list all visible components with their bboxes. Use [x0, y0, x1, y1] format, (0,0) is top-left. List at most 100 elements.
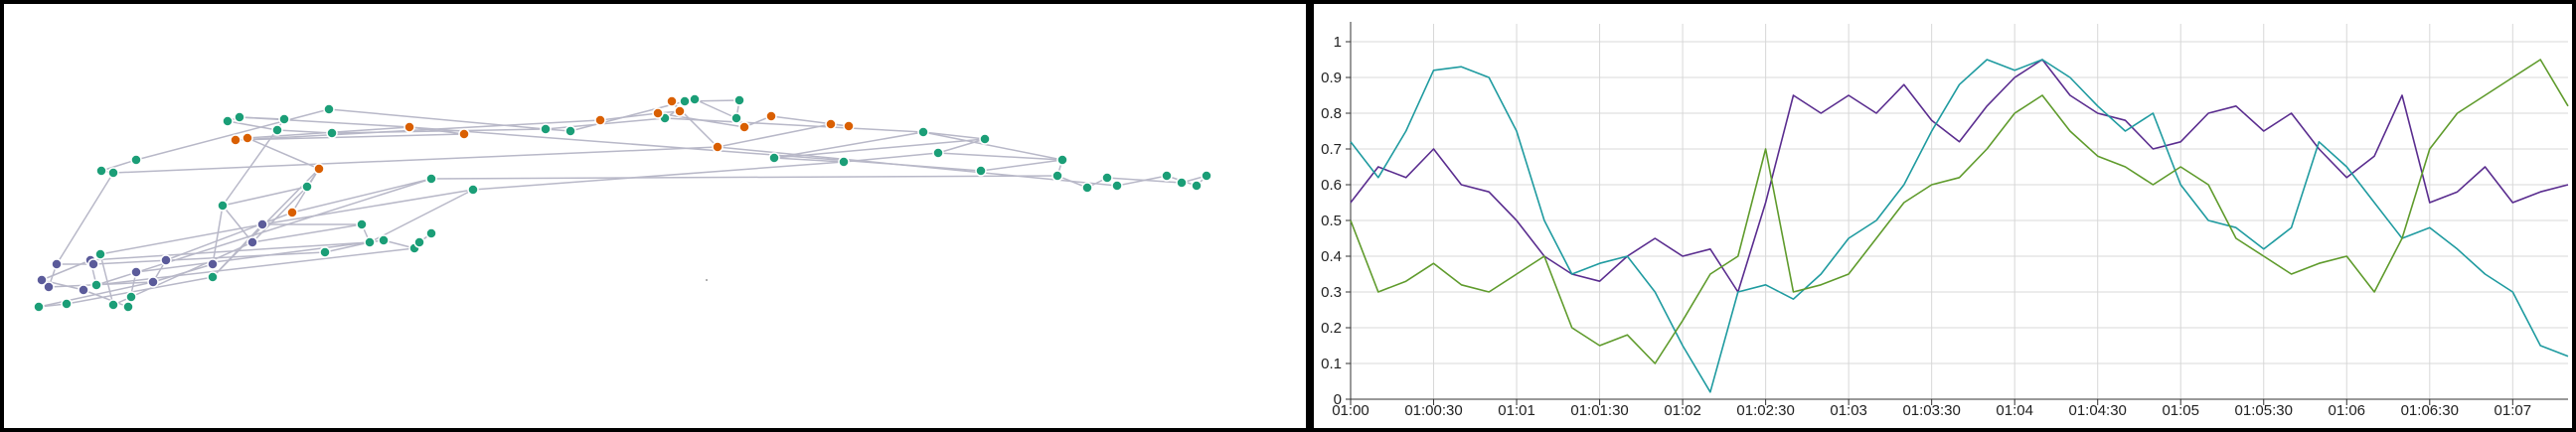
graph-node-orange: [825, 118, 837, 130]
graph-node-green: [1101, 172, 1113, 184]
graph-node-purple: [43, 281, 55, 293]
y-tick-label: 0.1: [1321, 356, 1342, 372]
graph-edge: [545, 117, 666, 130]
graph-node-green: [1056, 154, 1068, 166]
graph-node-orange: [313, 163, 325, 175]
graph-node-green: [107, 167, 119, 179]
graph-node-green: [733, 94, 745, 106]
graph-edge: [251, 186, 308, 243]
graph-node-green: [90, 279, 102, 291]
graph-node-orange: [594, 114, 606, 126]
graph-edge: [694, 98, 737, 119]
graph-node-green: [838, 156, 850, 168]
y-tick-label: 0.4: [1321, 248, 1342, 265]
graph-edge: [1116, 175, 1168, 187]
graph-edge: [222, 186, 308, 207]
graph-node-green: [1201, 170, 1212, 182]
graph-node-purple: [246, 236, 258, 248]
graph-edge: [92, 251, 326, 265]
graph-node-green: [33, 301, 45, 313]
x-tick-label: 01:04: [1996, 402, 2033, 419]
graph-node-green: [217, 200, 229, 212]
graph-node-green: [125, 291, 137, 303]
x-tick-label: 01:07: [2495, 402, 2532, 419]
series-line-3: [1350, 59, 2569, 364]
graph-node-green: [975, 165, 987, 177]
timeseries-chart: 0 0.1 0.2 0.3 0.4 0.5 0.6 0.7 0.8 0.9 1 01:00 01:00:…: [1321, 22, 2569, 419]
timeseries-chart-panel: 0 0.1 0.2 0.3 0.4 0.5 0.6 0.7 0.8 0.9 1 01:00 01:00:…: [1314, 4, 2572, 428]
graph-node-purple: [130, 266, 142, 278]
x-tick-label: 01:03:30: [1902, 402, 1960, 419]
graph-node-orange: [230, 134, 242, 146]
graph-node-orange: [458, 128, 470, 140]
graph-node-green: [301, 181, 313, 193]
graph-node-green: [130, 154, 142, 166]
graph-edge: [239, 116, 410, 128]
graph-edge: [82, 289, 129, 308]
x-tick-label: 01:00: [1332, 402, 1369, 419]
graph-edge: [246, 137, 320, 170]
graph-node-orange: [712, 141, 724, 153]
node-group: [33, 93, 1212, 313]
y-tick-label: 0.8: [1321, 105, 1342, 122]
graph-edge: [773, 157, 845, 163]
x-tick-label: 01:06: [2328, 402, 2365, 419]
y-tick-label: 0.7: [1321, 141, 1342, 158]
x-tick-label: 01:01:30: [1570, 402, 1628, 419]
y-tick-label: 0.3: [1321, 284, 1342, 301]
graph-edge: [135, 108, 330, 161]
graph-edge: [472, 161, 845, 191]
x-tick-label: 01:01: [1498, 402, 1535, 419]
graph-node-green: [679, 95, 691, 107]
series-line-1: [1350, 59, 2569, 293]
x-tick-label: 01:05:30: [2235, 402, 2293, 419]
graph-node-green: [1176, 177, 1188, 189]
graph-edge: [717, 123, 832, 148]
x-tick-label: 01:06:30: [2401, 402, 2459, 419]
graph-edge: [222, 205, 253, 243]
graph-edge: [235, 133, 465, 141]
graph-edge: [95, 178, 432, 286]
graph-edge: [99, 223, 263, 255]
graph-edge: [152, 263, 214, 283]
graph-node-orange: [843, 120, 855, 132]
graph-edge: [251, 223, 363, 243]
graph-node-orange: [242, 132, 253, 144]
graph-node-orange: [765, 110, 777, 122]
y-tick-label: 0: [1334, 391, 1342, 408]
graph-node-purple: [207, 258, 219, 270]
graph-node-green: [378, 234, 390, 246]
graph-node-green: [413, 236, 425, 248]
graph-node-green: [95, 165, 107, 177]
graph-node-purple: [147, 276, 159, 288]
graph-node-purple: [51, 258, 63, 270]
graph-node-green: [689, 93, 701, 105]
graph-node-green: [768, 152, 780, 164]
x-tick-label: 01:02:30: [1736, 402, 1794, 419]
graph-node-green: [425, 227, 437, 239]
network-graph-panel: [4, 4, 1306, 428]
graph-edge: [89, 241, 371, 261]
graph-edge: [922, 131, 1063, 161]
graph-node-green: [1191, 180, 1203, 192]
graph-node-green: [61, 298, 73, 310]
network-graph: [33, 93, 1212, 313]
graph-edge: [235, 119, 601, 141]
graph-node-orange: [674, 105, 686, 117]
graph-node-green: [932, 147, 944, 159]
x-tick-label: 01:00:30: [1404, 402, 1462, 419]
graph-node-green: [122, 301, 134, 313]
y-tick-label: 0.2: [1321, 320, 1342, 337]
graph-node-purple: [36, 274, 48, 286]
graph-edge: [112, 146, 719, 174]
graph-edge: [922, 131, 986, 140]
y-tick-label: 0.9: [1321, 70, 1342, 86]
graph-node-green: [234, 111, 245, 123]
graph-node-orange: [652, 107, 664, 119]
graph-node-green: [1161, 170, 1173, 182]
graph-edge: [38, 281, 154, 308]
graph-node-green: [564, 125, 576, 137]
graph-edge: [657, 112, 745, 128]
graph-node-green: [326, 127, 338, 139]
graph-edge: [773, 131, 924, 159]
